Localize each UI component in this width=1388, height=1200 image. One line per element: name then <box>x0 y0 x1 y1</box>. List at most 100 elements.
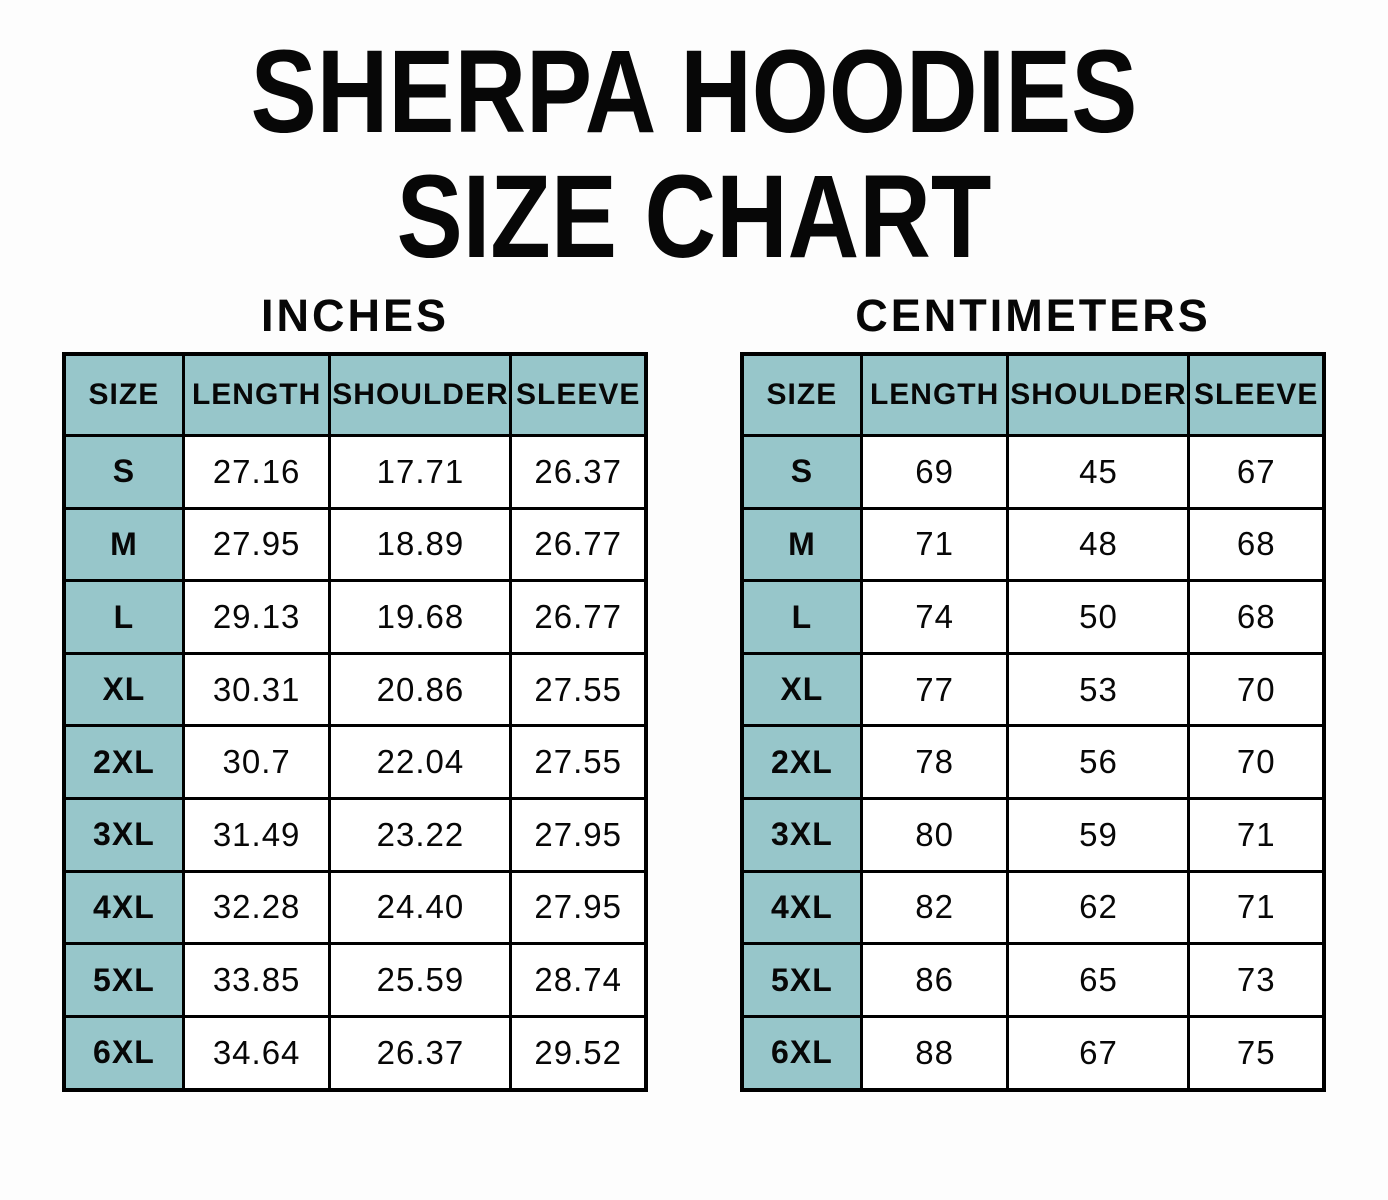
unit-label-centimeters: CENTIMETERS <box>855 290 1211 341</box>
value-cell: 68 <box>1187 579 1326 655</box>
value-cell: 22.04 <box>328 724 513 801</box>
table-header-row: SIZE LENGTH SHOULDER SLEEVE <box>740 352 1326 437</box>
value-cell: 70 <box>1187 724 1326 801</box>
value-cell: 18.89 <box>328 506 513 583</box>
value-cell: 48 <box>1006 506 1191 583</box>
value-cell: 29.13 <box>181 579 332 655</box>
value-cell: 26.77 <box>509 579 648 655</box>
size-cell: XL <box>740 651 863 728</box>
value-cell: 27.55 <box>509 724 648 801</box>
size-cell: 3XL <box>740 797 863 873</box>
value-cell: 26.77 <box>509 506 648 583</box>
centimeters-size-table: SIZE LENGTH SHOULDER SLEEVE S 69 45 67 M… <box>740 352 1326 1092</box>
value-cell: 27.95 <box>509 797 648 873</box>
value-cell: 67 <box>1187 434 1326 510</box>
column-header-size: SIZE <box>62 352 185 437</box>
table-row: 3XL 80 59 71 <box>740 797 1326 873</box>
table-row: 2XL 30.7 22.04 27.55 <box>62 724 648 801</box>
column-header-shoulder: SHOULDER <box>1006 352 1191 437</box>
value-cell: 77 <box>859 651 1010 728</box>
value-cell: 32.28 <box>181 869 332 946</box>
table-row: S 27.16 17.71 26.37 <box>62 434 648 510</box>
size-cell: 5XL <box>740 942 863 1018</box>
table-row: S 69 45 67 <box>740 434 1326 510</box>
size-cell: L <box>62 579 185 655</box>
page-title-line-1: SHERPA HOODIES <box>250 26 1138 158</box>
column-header-length: LENGTH <box>181 352 332 437</box>
value-cell: 65 <box>1006 942 1191 1018</box>
value-cell: 74 <box>859 579 1010 655</box>
size-cell: XL <box>62 651 185 728</box>
table-row: 5XL 86 65 73 <box>740 942 1326 1018</box>
value-cell: 80 <box>859 797 1010 873</box>
unit-label-inches: INCHES <box>260 290 450 341</box>
value-cell: 71 <box>1187 797 1326 873</box>
value-cell: 17.71 <box>328 434 513 510</box>
value-cell: 26.37 <box>328 1014 513 1092</box>
value-cell: 71 <box>859 506 1010 583</box>
table-row: XL 30.31 20.86 27.55 <box>62 651 648 728</box>
value-cell: 88 <box>859 1014 1010 1092</box>
size-cell: L <box>740 579 863 655</box>
table-row: M 71 48 68 <box>740 506 1326 583</box>
value-cell: 70 <box>1187 651 1326 728</box>
value-cell: 53 <box>1006 651 1191 728</box>
value-cell: 30.7 <box>181 724 332 801</box>
size-cell: M <box>62 506 185 583</box>
table-row: L 29.13 19.68 26.77 <box>62 579 648 655</box>
size-cell: 4XL <box>740 869 863 946</box>
value-cell: 33.85 <box>181 942 332 1018</box>
table-row: L 74 50 68 <box>740 579 1326 655</box>
size-cell: 2XL <box>740 724 863 801</box>
table-row: 3XL 31.49 23.22 27.95 <box>62 797 648 873</box>
value-cell: 69 <box>859 434 1010 510</box>
value-cell: 59 <box>1006 797 1191 873</box>
value-cell: 26.37 <box>509 434 648 510</box>
value-cell: 67 <box>1006 1014 1191 1092</box>
value-cell: 29.52 <box>509 1014 648 1092</box>
value-cell: 50 <box>1006 579 1191 655</box>
size-cell: 6XL <box>740 1014 863 1092</box>
value-cell: 73 <box>1187 942 1326 1018</box>
value-cell: 30.31 <box>181 651 332 728</box>
value-cell: 23.22 <box>328 797 513 873</box>
table-row: 6XL 34.64 26.37 29.52 <box>62 1014 648 1092</box>
table-row: 4XL 82 62 71 <box>740 869 1326 946</box>
column-header-size: SIZE <box>740 352 863 437</box>
size-cell: 2XL <box>62 724 185 801</box>
column-header-shoulder: SHOULDER <box>328 352 513 437</box>
value-cell: 27.95 <box>181 506 332 583</box>
table-row: 4XL 32.28 24.40 27.95 <box>62 869 648 946</box>
inches-table: SIZE LENGTH SHOULDER SLEEVE S 27.16 17.7… <box>62 352 648 1092</box>
value-cell: 62 <box>1006 869 1191 946</box>
size-cell: S <box>62 434 185 510</box>
value-cell: 34.64 <box>181 1014 332 1092</box>
size-cell: 5XL <box>62 942 185 1018</box>
table-header-row: SIZE LENGTH SHOULDER SLEEVE <box>62 352 648 437</box>
value-cell: 27.16 <box>181 434 332 510</box>
value-cell: 31.49 <box>181 797 332 873</box>
value-cell: 27.95 <box>509 869 648 946</box>
value-cell: 25.59 <box>328 942 513 1018</box>
size-cell: 4XL <box>62 869 185 946</box>
table-row: XL 77 53 70 <box>740 651 1326 728</box>
value-cell: 71 <box>1187 869 1326 946</box>
value-cell: 78 <box>859 724 1010 801</box>
page-title: SHERPA HOODIES SIZE CHART <box>111 26 1277 284</box>
value-cell: 68 <box>1187 506 1326 583</box>
table-row: 5XL 33.85 25.59 28.74 <box>62 942 648 1018</box>
value-cell: 28.74 <box>509 942 648 1018</box>
size-cell: 6XL <box>62 1014 185 1092</box>
value-cell: 24.40 <box>328 869 513 946</box>
size-cell: S <box>740 434 863 510</box>
page-title-line-2: SIZE CHART <box>396 151 992 284</box>
value-cell: 82 <box>859 869 1010 946</box>
column-header-sleeve: SLEEVE <box>1187 352 1326 437</box>
value-cell: 19.68 <box>328 579 513 655</box>
size-cell: M <box>740 506 863 583</box>
table-row: M 27.95 18.89 26.77 <box>62 506 648 583</box>
value-cell: 45 <box>1006 434 1191 510</box>
inches-size-table: SIZE LENGTH SHOULDER SLEEVE S 27.16 17.7… <box>62 352 648 1092</box>
column-header-length: LENGTH <box>859 352 1010 437</box>
